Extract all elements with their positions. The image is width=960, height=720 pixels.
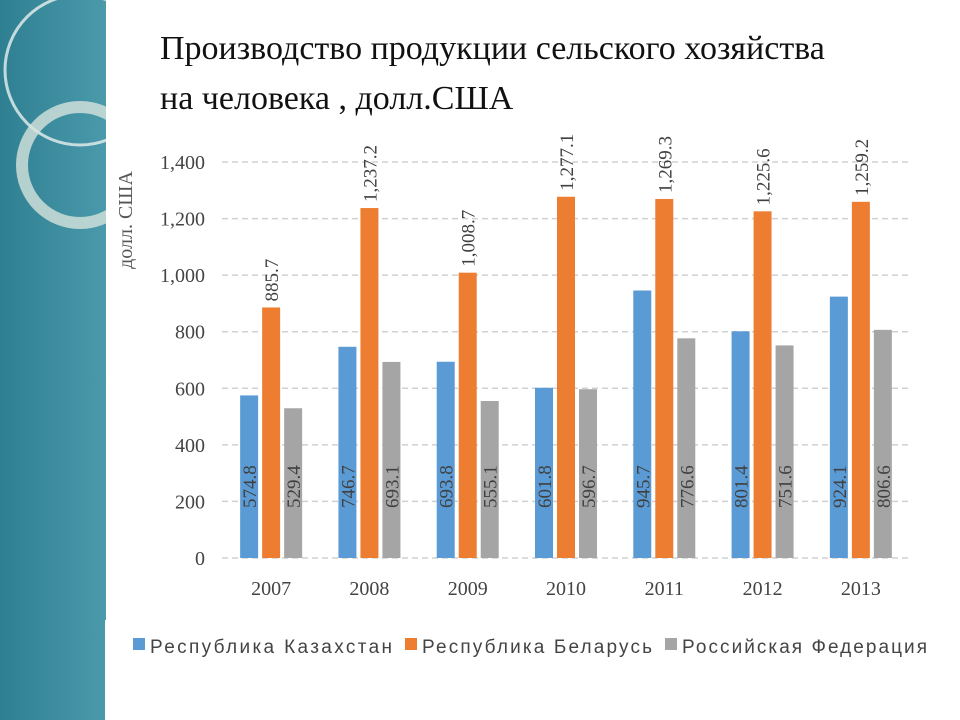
x-tick-label: 2008 [349, 578, 389, 600]
bar [240, 395, 259, 558]
title-box: Производство продукции сельского хозяйст… [160, 30, 825, 117]
data-label: 555.1 [481, 465, 502, 508]
data-label: 885.7 [262, 259, 283, 302]
bar [480, 400, 499, 558]
data-label: 806.6 [874, 465, 895, 508]
legend-label: Республика Казахстан [150, 637, 392, 658]
bar [557, 196, 575, 559]
data-label: 1,269.3 [655, 136, 676, 193]
bar [284, 408, 303, 558]
y-tick-label: 800 [175, 322, 205, 344]
legend-label: Республика Беларусь [422, 637, 652, 658]
bar [262, 307, 281, 558]
bar [338, 346, 357, 558]
legend-swatch [405, 638, 417, 650]
x-tick-label: 2009 [448, 578, 488, 600]
bar [731, 331, 750, 558]
content-bg [106, 0, 960, 720]
data-label: 1,259.2 [852, 139, 873, 196]
bar [360, 208, 379, 559]
y-axis-label: долл. США [115, 171, 137, 269]
data-label: 751.6 [776, 465, 797, 508]
legend-swatch [665, 638, 677, 650]
bar [633, 290, 652, 558]
bar [851, 201, 870, 558]
data-label: 574.8 [240, 465, 261, 508]
bar [579, 389, 597, 558]
bar [458, 272, 477, 558]
bar [753, 211, 772, 558]
bar [677, 338, 696, 558]
bar [873, 329, 892, 558]
bar [655, 198, 674, 558]
x-tick-label: 2010 [546, 578, 586, 600]
y-tick-label: 0 [195, 548, 205, 570]
data-label: 601.8 [535, 465, 556, 508]
chart-title: Производство продукции сельского хозяйст… [160, 30, 825, 117]
bar [535, 387, 553, 558]
bar [829, 296, 848, 558]
data-label: 1,008.7 [459, 210, 480, 267]
legend-label: Российская Федерация [682, 637, 927, 658]
bar [775, 345, 794, 558]
y-tick-label: 1,400 [160, 152, 205, 174]
y-tick-label: 200 [175, 491, 205, 513]
x-tick-label: 2011 [645, 578, 684, 600]
y-tick-label: 600 [175, 378, 205, 400]
data-label: 693.8 [437, 465, 458, 508]
data-label: 801.4 [732, 465, 753, 508]
x-tick-label: 2007 [251, 578, 291, 600]
data-label: 1,277.1 [557, 134, 578, 191]
data-label: 945.7 [633, 465, 654, 508]
bar [436, 361, 455, 558]
data-label: 1,225.6 [754, 148, 775, 205]
data-label: 924.1 [830, 465, 851, 508]
data-label: 529.4 [284, 465, 305, 508]
data-label: 746.7 [338, 465, 359, 508]
bar [382, 361, 401, 558]
x-tick-label: 2012 [743, 578, 783, 600]
y-tick-label: 400 [175, 435, 205, 457]
x-tick-label: 2013 [841, 578, 881, 600]
y-tick-label: 1,200 [160, 209, 205, 231]
data-label: 596.7 [579, 465, 600, 508]
data-label: 1,237.2 [360, 145, 381, 202]
data-label: 693.1 [382, 465, 403, 508]
legend-swatch [133, 638, 145, 650]
data-label: 776.6 [677, 465, 698, 508]
y-tick-label: 1,000 [160, 265, 205, 287]
